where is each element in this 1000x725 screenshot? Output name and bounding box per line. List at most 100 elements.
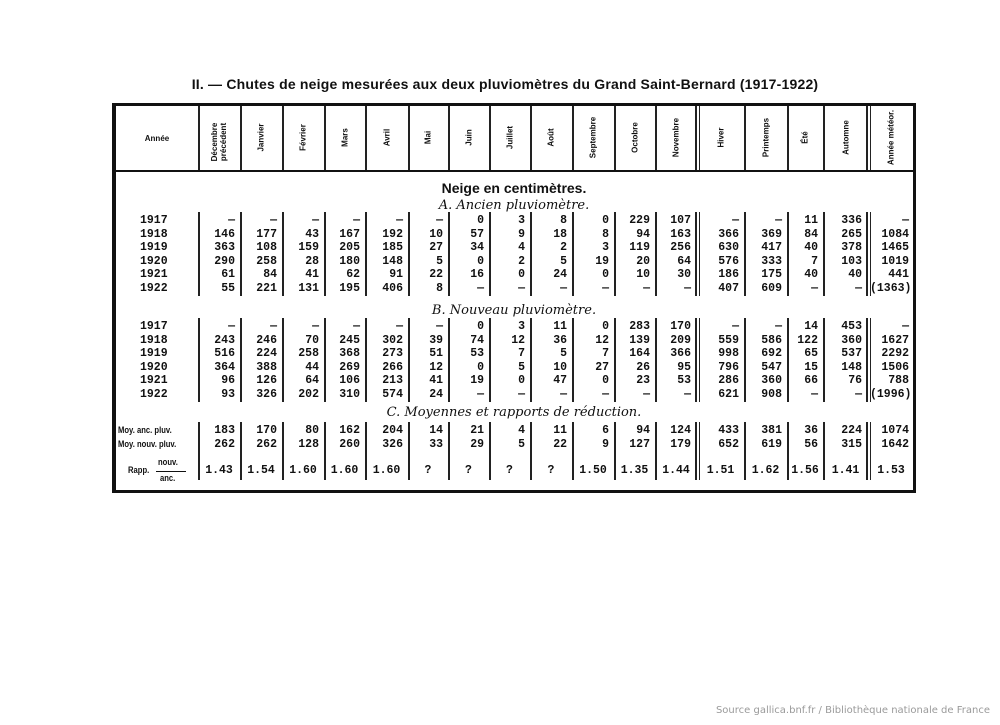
data-cell: 2292 (881, 347, 909, 361)
data-cell: 0 (477, 254, 484, 268)
column-divider (787, 318, 789, 402)
data-cell: 15 (804, 360, 818, 374)
data-cell: 80 (305, 424, 319, 437)
data-cell: 44 (305, 360, 319, 374)
data-cell: 139 (629, 333, 650, 347)
data-cell: 290 (214, 254, 235, 268)
data-cell: 14 (804, 320, 818, 333)
data-cell: — (270, 320, 277, 333)
data-cell: 27 (429, 241, 443, 255)
row-year: 1922 (140, 388, 168, 401)
data-cell: 516 (214, 347, 235, 361)
column-divider (614, 318, 616, 402)
section-heading: C. Moyennes et rapports de réduction. (386, 405, 642, 420)
data-cell: 122 (797, 333, 818, 347)
data-cell: 0 (602, 320, 609, 333)
data-cell: 224 (841, 424, 862, 437)
column-divider (869, 318, 871, 402)
ratio-cell: 1.51 (706, 464, 735, 478)
data-cell: — (228, 214, 235, 227)
data-cell: 36 (553, 333, 567, 347)
data-cell: 41 (305, 268, 319, 282)
column-divider (572, 422, 574, 481)
data-cell: 368 (339, 347, 360, 361)
column-divider (695, 212, 697, 296)
data-cell: 8 (602, 227, 609, 241)
ratio-cell: 1.43 (205, 464, 233, 478)
data-cell: 10 (553, 360, 567, 374)
column-divider (198, 212, 200, 296)
ratio-cell: 1.44 (662, 464, 690, 478)
data-cell: 336 (841, 214, 862, 227)
data-cell: 378 (841, 241, 862, 255)
column-header: Septembre (588, 116, 598, 159)
column-divider (869, 106, 871, 170)
data-cell: 40 (804, 268, 818, 282)
data-cell: 177 (256, 227, 277, 241)
data-cell: 224 (256, 347, 277, 361)
data-cell: 108 (256, 241, 277, 255)
column-header: Décembre précédent (210, 122, 228, 162)
data-cell: — (477, 282, 484, 295)
data-cell: 74 (470, 333, 484, 347)
data-cell: 283 (629, 320, 650, 333)
data-cell: 21 (470, 424, 484, 437)
column-divider (744, 318, 746, 402)
data-cell: 53 (470, 347, 484, 361)
column-divider (240, 106, 242, 170)
data-cell: 619 (761, 437, 782, 451)
data-cell: 243 (214, 333, 235, 347)
data-cell: 0 (477, 214, 484, 227)
column-header: Octobre (630, 122, 639, 153)
column-divider (655, 212, 657, 296)
data-cell: 5 (518, 360, 525, 374)
data-cell: 53 (677, 374, 691, 388)
table-frame (112, 103, 916, 493)
data-cell: 262 (256, 437, 277, 451)
data-cell: 119 (629, 241, 650, 255)
column-divider (324, 212, 326, 296)
column-divider (530, 212, 532, 296)
data-cell: — (732, 320, 739, 333)
data-cell: 266 (382, 360, 403, 374)
column-header: Automne (841, 120, 850, 155)
row-year: 1920 (140, 360, 168, 374)
column-header: Juin (464, 129, 473, 146)
data-cell: 27 (595, 360, 609, 374)
data-cell: — (560, 282, 567, 295)
column-divider (282, 422, 284, 481)
row-label: Moy. nouv. pluv. (118, 438, 177, 449)
data-cell: 20 (636, 254, 650, 268)
data-cell: 0 (602, 374, 609, 388)
data-cell: 126 (256, 374, 277, 388)
column-divider (530, 106, 532, 170)
column-divider (655, 422, 657, 481)
column-divider (365, 422, 367, 481)
row-year: 1918 (140, 227, 168, 241)
ratio-cell: 1.54 (247, 464, 275, 478)
data-cell: 195 (339, 282, 360, 295)
column-header: Année météor. (886, 109, 896, 166)
ratio-fraction-bar (156, 471, 186, 473)
column-divider (572, 106, 574, 170)
column-divider (823, 212, 825, 296)
data-cell: 124 (670, 424, 691, 437)
data-cell: 12 (429, 360, 443, 374)
column-divider (408, 422, 410, 481)
data-cell: 11 (804, 214, 818, 227)
data-cell: 167 (339, 227, 360, 241)
data-cell: — (436, 214, 443, 227)
row-year: 1922 (140, 282, 168, 295)
data-cell: 30 (677, 268, 691, 282)
data-cell: 163 (670, 227, 691, 241)
column-divider (869, 422, 871, 481)
data-cell: 127 (629, 437, 650, 451)
column-divider (282, 106, 284, 170)
data-cell: 22 (429, 268, 443, 282)
data-cell: 16 (470, 268, 484, 282)
column-divider (572, 212, 574, 296)
column-divider (698, 422, 700, 481)
data-cell: — (602, 388, 609, 401)
column-divider (240, 212, 242, 296)
